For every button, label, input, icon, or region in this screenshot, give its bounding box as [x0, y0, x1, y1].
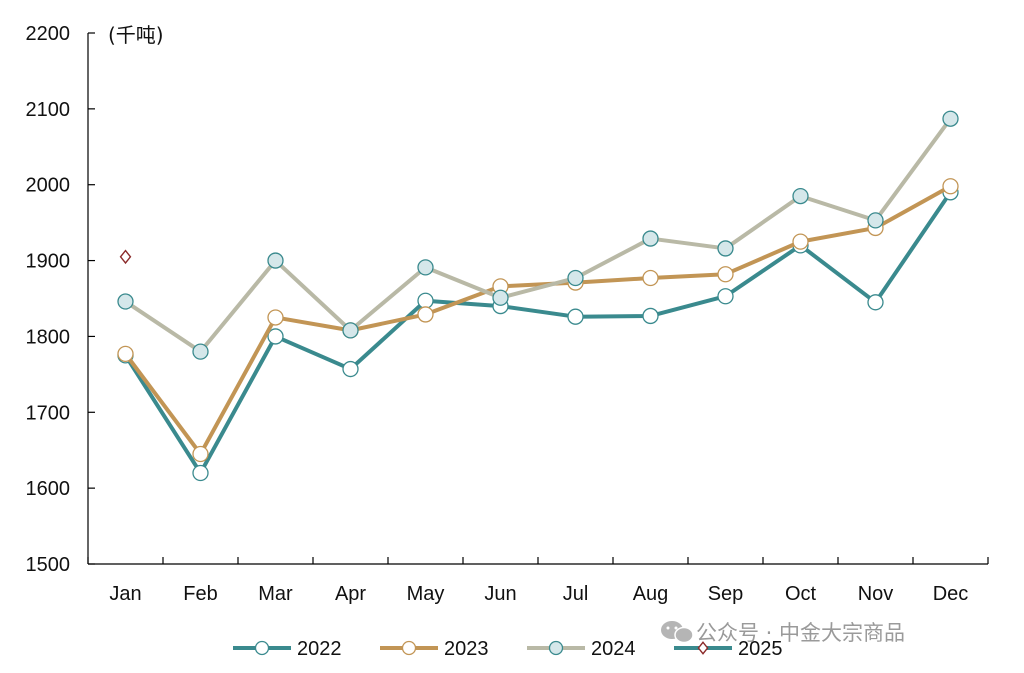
series-2022: [117, 184, 959, 482]
data-point-2023-Feb: [192, 445, 209, 463]
series-line-2023: [123, 184, 953, 457]
data-point-2023-Sep: [717, 266, 734, 283]
data-point-2024-Aug: [642, 230, 659, 247]
data-point-2024-Oct: [792, 187, 809, 205]
series-line-2022: [123, 190, 953, 475]
series-2025: [119, 249, 132, 265]
y-tick-label: 2000: [26, 175, 71, 197]
legend-marker-2022: [254, 640, 270, 656]
data-point-2024-Apr: [342, 322, 359, 339]
series-line-2024: [123, 116, 953, 354]
data-point-2024-Jan: [117, 293, 134, 310]
data-point-2023-Dec: [942, 178, 959, 195]
y-tick-label: 1800: [26, 326, 71, 348]
data-point-2024-Mar: [267, 252, 284, 269]
legend-marker-2025: [697, 641, 709, 655]
data-point-2022-Jul: [567, 308, 584, 325]
y-tick-label: 1600: [26, 478, 71, 500]
y-tick-label: 2100: [26, 99, 71, 121]
legend-label-2022: 2022: [297, 638, 342, 660]
y-tick-label: 2200: [26, 23, 71, 45]
data-point-2024-Dec: [942, 110, 959, 127]
series-2023: [117, 178, 959, 463]
x-tick-label: Jan: [109, 583, 141, 605]
watermark: 公众号 · 中金大宗商品: [661, 621, 905, 645]
data-point-2022-Nov: [867, 294, 884, 311]
legend-item-2022: 2022: [233, 638, 342, 660]
unit-label: (千吨): [108, 23, 164, 47]
data-point-2022-Aug: [642, 307, 659, 325]
data-point-2023-Jan: [117, 345, 134, 363]
series-2024: [117, 110, 959, 360]
legend-item-2023: 2023: [380, 638, 489, 660]
data-point-2024-May: [417, 259, 434, 276]
data-point-2023-May: [417, 306, 434, 323]
data-point-2022-Mar: [267, 328, 284, 345]
legend-label-2023: 2023: [444, 638, 489, 660]
data-point-2024-Feb: [192, 343, 209, 360]
data-point-2023-Oct: [792, 233, 809, 250]
x-tick-label: May: [407, 583, 445, 605]
x-tick-label: Jul: [563, 583, 589, 605]
data-point-2023-Mar: [267, 309, 284, 326]
x-tick-label: Apr: [335, 583, 366, 605]
data-point-2022-Sep: [717, 288, 734, 305]
data-point-2024-Jun: [492, 289, 509, 306]
wechat-icon: [661, 621, 694, 644]
watermark-text: 公众号 · 中金大宗商品: [696, 621, 905, 645]
data-point-2025-Jan: [119, 249, 132, 265]
data-point-2024-Sep: [717, 240, 734, 257]
data-point-2022-May: [417, 292, 434, 309]
x-tick-label: Oct: [785, 583, 817, 605]
x-tick-label: Mar: [258, 583, 293, 605]
data-point-2024-Nov: [867, 212, 884, 229]
x-tick-label: Sep: [708, 583, 744, 605]
data-point-2024-Jul: [567, 269, 584, 287]
legend-marker-2024: [548, 640, 564, 656]
x-tick-label: Feb: [183, 583, 217, 605]
legend-marker-2023: [401, 640, 417, 656]
legend-item-2025: 2025: [674, 638, 783, 660]
x-tick-label: Nov: [858, 583, 894, 605]
legend-label-2024: 2024: [591, 638, 636, 660]
y-tick-label: 1900: [26, 251, 71, 273]
data-point-2022-Apr: [342, 360, 359, 378]
x-tick-label: Jun: [484, 583, 516, 605]
y-tick-label: 1500: [26, 554, 71, 576]
data-point-2022-Feb: [192, 464, 209, 482]
legend-label-2025: 2025: [738, 638, 783, 660]
x-tick-label: Dec: [933, 583, 969, 605]
y-tick-label: 1700: [26, 402, 71, 424]
x-tick-label: Aug: [633, 583, 669, 605]
legend-item-2024: 2024: [527, 638, 636, 660]
data-point-2023-Aug: [642, 269, 659, 287]
